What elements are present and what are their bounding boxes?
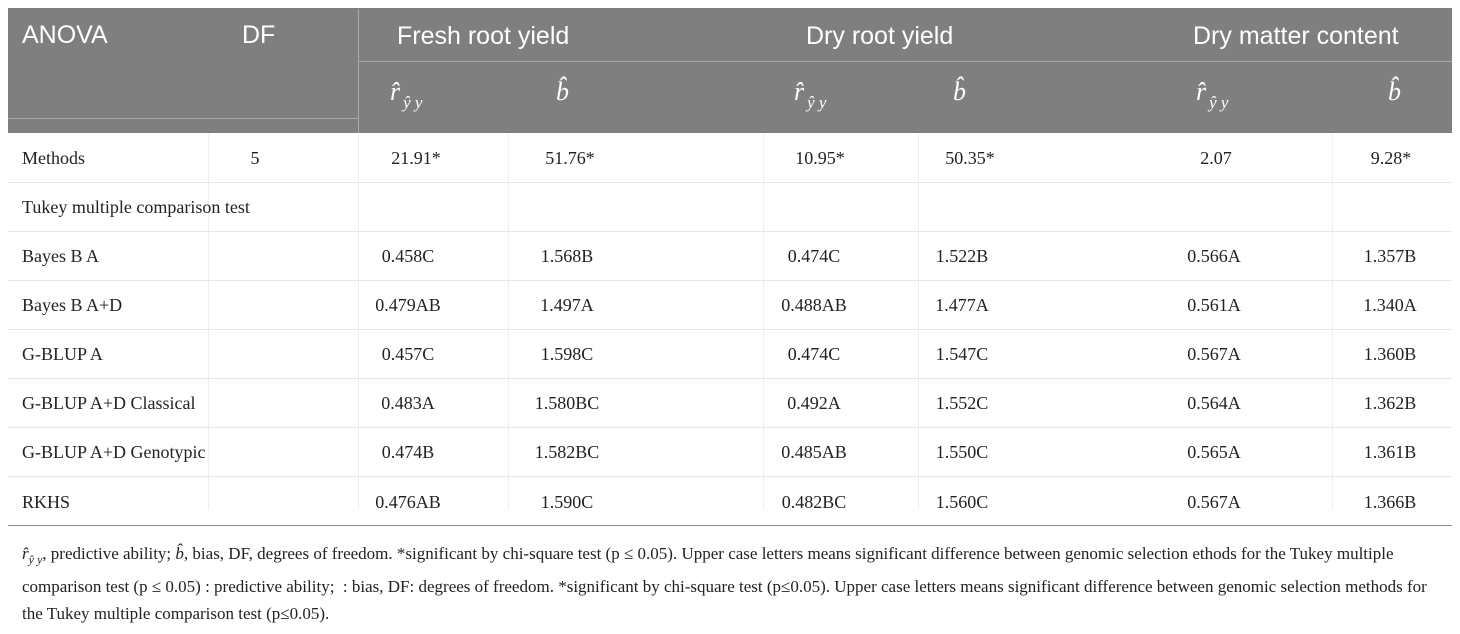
table-header: ANOVA DF Fresh root yield Dry root yield…	[8, 9, 1452, 133]
cell-value: 1.366B	[1363, 492, 1417, 512]
df-value: 5	[250, 148, 260, 168]
cell-value: 9.28*	[1370, 148, 1412, 168]
table-row-section: Tukey multiple comparison test	[8, 183, 1452, 232]
cell-value: 1.590C	[540, 492, 594, 512]
column-divider	[508, 134, 509, 510]
cell-value: 1.580BC	[534, 393, 600, 413]
cell-value: 50.35*	[945, 148, 995, 168]
footnote-predictive-ability-symbol: r̂ŷ y	[22, 544, 43, 567]
cell-value: 1.568B	[540, 246, 594, 266]
header-bias-dm: b̂	[1388, 77, 1401, 106]
column-divider	[918, 134, 919, 510]
header-dry-matter-content: Dry matter content	[1193, 22, 1399, 50]
cell-value: 0.457C	[381, 344, 435, 364]
cell-value: 1.357B	[1363, 246, 1417, 266]
cell-value: 10.95*	[795, 148, 845, 168]
cell-value: 0.564A	[1187, 393, 1241, 413]
header-column-divider	[358, 9, 359, 133]
header-predictive-ability-fresh: r̂ ŷ y	[390, 77, 423, 112]
footnote-text: , predictive ability;	[42, 544, 176, 563]
cell-value: 1.477A	[935, 295, 989, 315]
cell-value: 1.362B	[1363, 393, 1417, 413]
column-divider	[208, 134, 209, 510]
cell-value: 21.91*	[391, 148, 441, 168]
header-group-divider	[358, 61, 1452, 62]
row-label: G-BLUP A	[22, 344, 103, 364]
table-row: G-BLUP A+D Genotypic 0.474B 1.582BC 0.48…	[8, 428, 1452, 477]
cell-value: 0.492A	[787, 393, 841, 413]
row-label: RKHS	[22, 492, 71, 512]
footnote-text: , bias, DF, degrees of freedom. *signifi…	[22, 544, 1427, 624]
cell-value: 0.482BC	[781, 492, 847, 512]
header-predictive-ability-dm: r̂ ŷ y	[1196, 77, 1229, 112]
table-row: Bayes B A 0.458C 1.568B 0.474C 1.522B 0.…	[8, 232, 1452, 281]
table-footnote: r̂ŷ y, predictive ability; b̂, bias, DF,…	[22, 540, 1442, 627]
table-row: RKHS 0.476AB 1.590C 0.482BC 1.560C 0.567…	[8, 477, 1452, 512]
cell-value: 0.567A	[1187, 344, 1241, 364]
cell-value: 0.566A	[1187, 246, 1241, 266]
cell-value: 0.458C	[381, 246, 435, 266]
table-row: G-BLUP A+D Classical 0.483A 1.580BC 0.49…	[8, 379, 1452, 428]
cell-value: 2.07	[1200, 148, 1232, 168]
cell-value: 1.550C	[935, 442, 989, 462]
column-divider	[358, 134, 359, 510]
header-df: DF	[242, 21, 276, 49]
header-anova: ANOVA	[22, 21, 108, 49]
table-top-border	[8, 8, 1452, 9]
header-bias-fresh: b̂	[556, 77, 569, 106]
table-row: G-BLUP A 0.457C 1.598C 0.474C 1.547C 0.5…	[8, 330, 1452, 379]
footnote-bias-symbol: b̂	[175, 544, 184, 563]
table-row-methods: Methods 5 21.91* 51.76* 10.95* 50.35* 2.…	[8, 134, 1452, 183]
row-label: G-BLUP A+D Genotypic	[22, 442, 206, 462]
row-label: Methods	[22, 148, 85, 168]
column-divider	[763, 134, 764, 510]
cell-value: 1.560C	[935, 492, 989, 512]
row-label: Bayes B A+D	[22, 295, 123, 315]
row-label: Bayes B A	[22, 246, 100, 266]
cell-value: 1.582BC	[534, 442, 600, 462]
cell-value: 0.561A	[1187, 295, 1241, 315]
section-label: Tukey multiple comparison test	[22, 197, 250, 217]
cell-value: 1.340A	[1363, 295, 1417, 315]
column-divider	[1332, 134, 1333, 510]
row-label: G-BLUP A+D Classical	[22, 393, 196, 413]
cell-value: 0.565A	[1187, 442, 1241, 462]
header-bias-dry: b̂	[953, 77, 966, 106]
table-bottom-border	[8, 525, 1452, 526]
cell-value: 1.547C	[935, 344, 989, 364]
cell-value: 0.479AB	[375, 295, 441, 315]
cell-value: 0.474C	[787, 246, 841, 266]
cell-value: 0.476AB	[375, 492, 441, 512]
cell-value: 0.485AB	[781, 442, 847, 462]
cell-value: 0.488AB	[781, 295, 847, 315]
cell-value: 0.474B	[381, 442, 435, 462]
cell-value: 1.522B	[935, 246, 989, 266]
cell-value: 1.360B	[1363, 344, 1417, 364]
table-row: Bayes B A+D 0.479AB 1.497A 0.488AB 1.477…	[8, 281, 1452, 330]
cell-value: 1.497A	[540, 295, 594, 315]
cell-value: 0.474C	[787, 344, 841, 364]
cell-value: 1.598C	[540, 344, 594, 364]
header-predictive-ability-dry: r̂ ŷ y	[794, 77, 827, 112]
cell-value: 1.361B	[1363, 442, 1417, 462]
cell-value: 51.76*	[545, 148, 595, 168]
cell-value: 0.483A	[381, 393, 435, 413]
cell-value: 1.552C	[935, 393, 989, 413]
header-left-divider	[8, 118, 358, 119]
header-dry-root-yield: Dry root yield	[806, 22, 954, 50]
header-fresh-root-yield: Fresh root yield	[397, 22, 570, 50]
cell-value: 0.567A	[1187, 492, 1241, 512]
